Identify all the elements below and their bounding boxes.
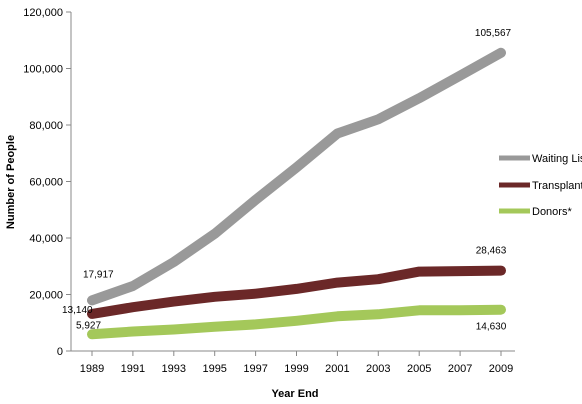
y-tick-label: 100,000 <box>23 64 63 76</box>
y-tick-label: 40,000 <box>29 233 63 245</box>
x-tick-label: 1989 <box>80 363 104 375</box>
x-tick-label: 2005 <box>407 363 431 375</box>
x-tick-label: 2009 <box>489 363 513 375</box>
data-label: 14,630 <box>476 322 507 333</box>
y-tick-label: 120,000 <box>23 7 63 19</box>
x-tick-label: 1995 <box>202 363 226 375</box>
x-tick-label: 1991 <box>121 363 145 375</box>
y-tick-label: 80,000 <box>29 120 63 132</box>
series-line-donors <box>87 304 506 340</box>
x-tick-label: 1997 <box>243 363 267 375</box>
legend-label: Transplants <box>532 180 582 192</box>
y-axis: 0 20,000 40,000 60,000 80,000 100,000 120,000 <box>23 7 72 358</box>
x-tick-label: 2001 <box>325 363 349 375</box>
x-tick-label: 1993 <box>162 363 186 375</box>
x-tick-label: 2007 <box>448 363 472 375</box>
data-label: 17,917 <box>83 269 114 280</box>
legend: Waiting List Transplants Donors* <box>499 153 582 218</box>
data-label: 28,463 <box>476 246 507 257</box>
x-axis: 1989 1991 1993 1995 1997 1999 2001 2003 2005 2007… <box>71 350 515 375</box>
series-line-transplants <box>87 265 506 319</box>
data-label: 13,140 <box>62 305 93 316</box>
data-label: 105,567 <box>475 28 512 39</box>
x-tick-label: 1999 <box>284 363 308 375</box>
series-lines <box>87 47 506 340</box>
x-axis-title: Year End <box>271 388 318 400</box>
data-label: 5,927 <box>76 320 101 331</box>
y-tick-label: 0 <box>57 346 63 358</box>
y-axis-title: Number of People <box>5 135 17 229</box>
data-labels: 17,917 105,567 13,140 28,463 5,927 14,630 <box>62 28 512 333</box>
y-tick-label: 60,000 <box>29 177 63 189</box>
legend-label: Donors* <box>532 206 572 218</box>
legend-label: Waiting List <box>532 153 582 165</box>
series-line-waiting-list <box>87 47 506 306</box>
y-tick-label: 20,000 <box>29 290 63 302</box>
x-tick-label: 2003 <box>366 363 390 375</box>
